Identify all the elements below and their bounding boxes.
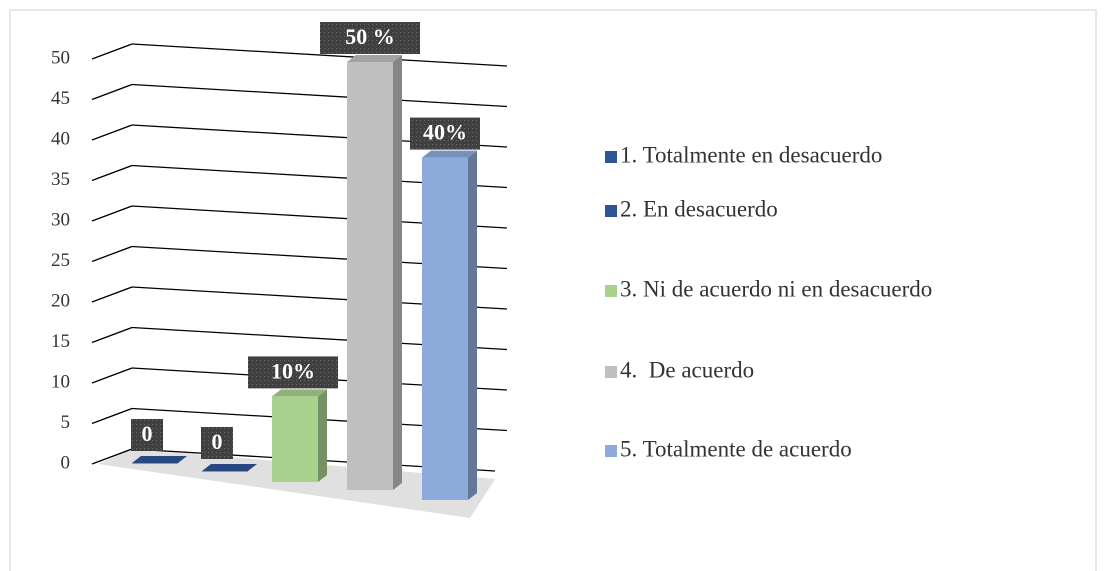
value-label: 40%: [423, 120, 467, 145]
legend-swatch: [605, 366, 617, 378]
grid-line-side: [91, 448, 133, 465]
value-label: 0: [212, 429, 223, 454]
bar: [202, 471, 248, 472]
legend-swatch: [605, 285, 617, 297]
y-tick-label: 45: [51, 88, 70, 109]
legend-label: 3. Ni de acuerdo ni en desacuerdo: [620, 276, 932, 301]
chart-frame: [9, 9, 1097, 571]
y-tick-label: 15: [51, 331, 70, 352]
value-label: 50 %: [345, 24, 395, 49]
y-tick-label: 50: [51, 47, 70, 68]
grid-line-side: [91, 124, 133, 141]
value-label-box: [410, 117, 480, 150]
legend-label: 1. Totalmente en desacuerdo: [620, 142, 882, 167]
bar: [132, 463, 178, 464]
grid-line: [131, 43, 508, 67]
bar-top: [202, 464, 257, 471]
bar-top: [347, 55, 402, 62]
grid-line-side: [91, 407, 133, 425]
bar: [422, 157, 468, 500]
y-tick-label: 40: [51, 128, 70, 149]
legend-label: 5. Totalmente de acuerdo: [620, 436, 852, 461]
value-label-box: [320, 22, 420, 54]
bar-top: [422, 150, 477, 158]
value-label-box: [201, 427, 233, 459]
grid-line-side: [91, 164, 133, 182]
y-tick-label: 10: [51, 371, 70, 392]
y-tick-label: 5: [61, 412, 71, 433]
value-label: 10%: [271, 358, 315, 383]
grid-line-side: [91, 326, 133, 344]
y-tick-label: 0: [61, 452, 71, 473]
bar-side: [468, 150, 477, 500]
y-tick-label: 30: [51, 209, 70, 230]
legend-label: 2. En desacuerdo: [620, 196, 778, 221]
grid-line: [131, 83, 508, 108]
bar-side: [393, 55, 402, 490]
bar-top: [132, 456, 187, 463]
bar: [347, 62, 393, 490]
legend-swatch: [605, 151, 617, 163]
grid-line-side: [91, 43, 133, 60]
grid-line-side: [91, 83, 133, 101]
legend-swatch: [605, 205, 617, 217]
grid-line-side: [91, 367, 133, 384]
value-label: 0: [142, 421, 153, 446]
bar-top: [272, 389, 327, 397]
y-tick-label: 35: [51, 169, 70, 190]
y-tick-label: 25: [51, 250, 70, 271]
legend-label: 4. De acuerdo: [620, 357, 754, 382]
floor: [98, 449, 495, 518]
bar-side: [318, 389, 327, 482]
grid-line-side: [91, 286, 133, 303]
legend-swatch: [605, 445, 617, 457]
grid-line-side: [91, 245, 133, 263]
grid-line-side: [91, 205, 133, 222]
y-tick-label: 20: [51, 290, 70, 311]
value-label-box: [248, 356, 338, 389]
bar: [272, 396, 318, 482]
value-label-box: [131, 419, 163, 451]
